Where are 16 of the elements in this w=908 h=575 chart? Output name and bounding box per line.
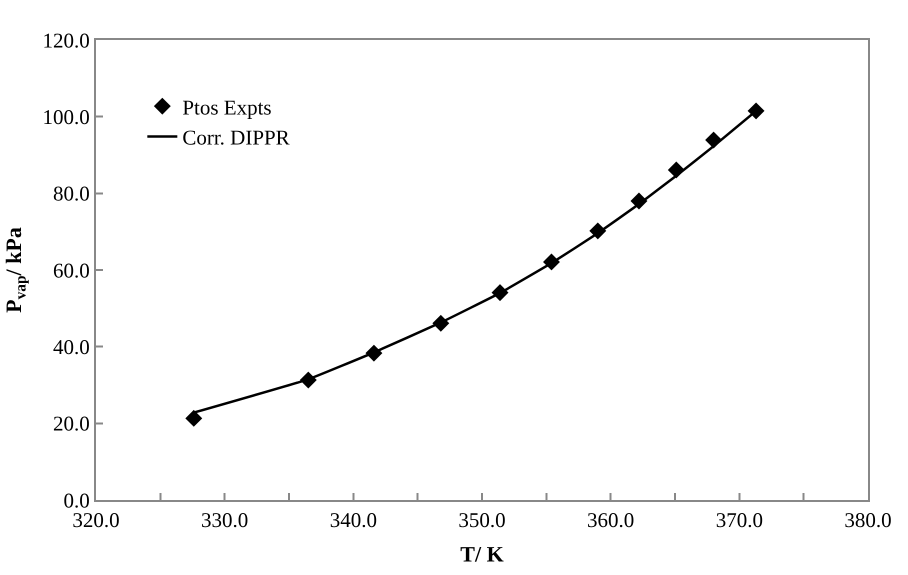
- y-tick-label: 100.0: [42, 105, 90, 130]
- x-tick-label: 340.0: [330, 508, 377, 532]
- legend-label: Ptos Expts: [182, 95, 272, 120]
- point: [185, 410, 202, 427]
- x-axis-title: T/ K: [460, 542, 504, 567]
- y-tick-label: 120.0: [42, 28, 90, 52]
- y-tick-label: 20.0: [53, 412, 90, 436]
- legend-label: Corr. DIPPR: [182, 126, 290, 150]
- y-tick-label: 60.0: [53, 258, 90, 282]
- x-tick-label: 330.0: [201, 508, 248, 532]
- x-tick-label: 350.0: [458, 508, 506, 532]
- y-tick-label: 80.0: [53, 182, 90, 206]
- x-tick-label: 370.0: [716, 508, 763, 532]
- x-tick-label: 380.0: [844, 508, 892, 532]
- y-tick-label: 40.0: [53, 335, 90, 360]
- x-tick-label: 360.0: [587, 508, 634, 532]
